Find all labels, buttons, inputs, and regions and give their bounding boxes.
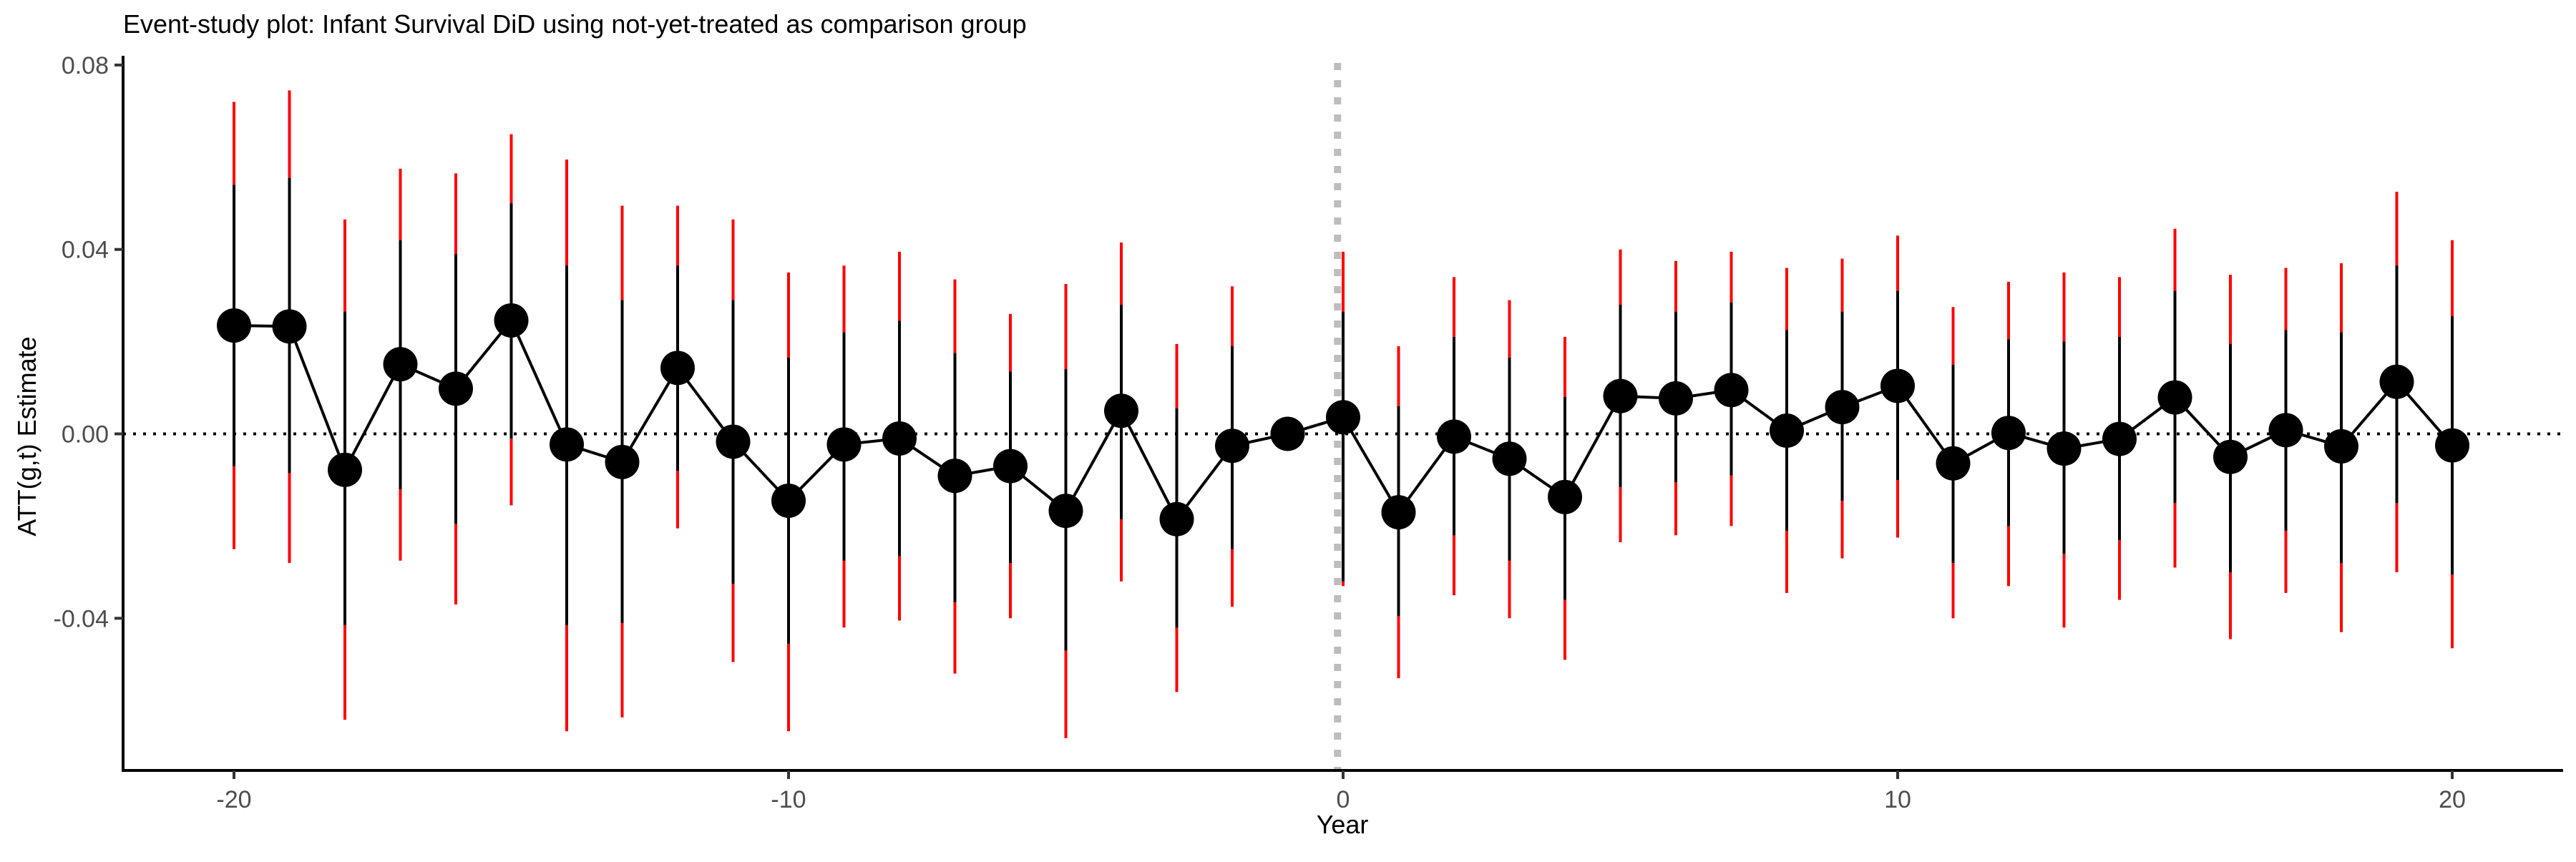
estimate-point — [2268, 413, 2303, 448]
x-tick-label: 20 — [2439, 786, 2466, 813]
estimate-point — [383, 347, 418, 382]
estimate-point — [2102, 421, 2137, 456]
estimate-point — [2379, 364, 2414, 399]
chart-title: Event-study plot: Infant Survival DiD us… — [123, 9, 1027, 39]
estimate-point — [2324, 428, 2358, 464]
estimate-point — [328, 452, 362, 487]
estimate-point — [1215, 428, 1249, 464]
x-tick-label: 10 — [1884, 786, 1911, 813]
estimate-point — [2046, 431, 2082, 466]
estimate-point — [550, 427, 584, 462]
y-tick-label: 0.04 — [62, 237, 109, 264]
estimate-point — [605, 444, 640, 479]
x-tick-label: -20 — [216, 786, 251, 813]
x-tick-label: -10 — [771, 786, 806, 813]
estimate-point — [993, 449, 1028, 484]
estimate-point — [1880, 368, 1915, 403]
x-tick-label: 0 — [1337, 786, 1350, 813]
estimate-point — [494, 303, 529, 338]
estimate-point — [1048, 494, 1083, 529]
estimate-point — [1991, 416, 2026, 451]
estimate-point — [1326, 400, 1360, 435]
estimate-point — [439, 371, 473, 406]
estimate-point — [1548, 479, 1582, 514]
estimate-point — [826, 427, 862, 462]
estimate-point — [716, 424, 751, 459]
x-axis-title: Year — [1317, 810, 1369, 839]
estimate-point — [272, 309, 307, 344]
estimate-point — [937, 459, 972, 494]
estimate-point — [2435, 428, 2469, 463]
estimate-point — [217, 308, 251, 343]
estimate-point — [1770, 413, 1804, 448]
estimate-point — [1381, 495, 1416, 530]
y-axis-title: ATT(g,t) Estimate — [12, 336, 42, 536]
y-tick-label: 0.08 — [62, 52, 109, 79]
estimate-point — [1104, 393, 1138, 428]
estimate-point — [1825, 390, 1860, 425]
y-tick-label: -0.04 — [54, 605, 109, 632]
plot-area: -0.04 0.00 0.04 0.08 -20 -10 0 10 20 — [54, 52, 2563, 813]
estimate-point — [1714, 373, 1749, 408]
estimate-point — [1270, 416, 1305, 451]
estimate-point — [1603, 378, 1638, 413]
estimate-point — [1437, 419, 1471, 454]
estimate-point — [1492, 441, 1527, 476]
estimate-point — [1659, 381, 1693, 416]
estimate-point — [2213, 439, 2248, 474]
estimate-point — [771, 483, 806, 518]
estimate-point — [660, 351, 695, 386]
estimate-point — [882, 421, 917, 456]
estimate-point — [2157, 380, 2192, 415]
estimate-point — [1159, 501, 1194, 537]
estimate-point — [1936, 446, 1971, 481]
y-tick-label: 0.00 — [62, 421, 109, 449]
